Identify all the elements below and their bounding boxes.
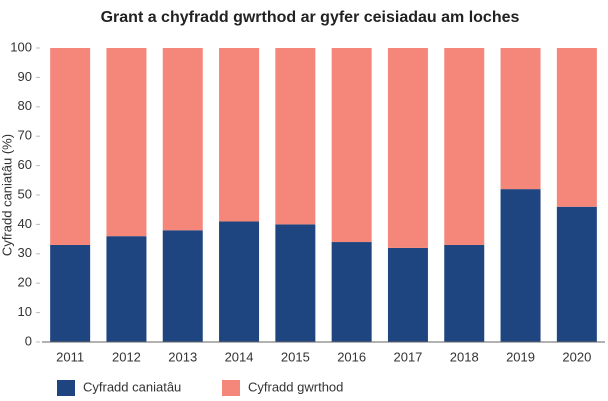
y-tick-label: 60 <box>18 157 32 172</box>
bar-segment <box>444 48 485 245</box>
chart-title: Grant a chyfradd gwrthod ar gyfer ceisia… <box>101 9 520 26</box>
x-tick-label: 2016 <box>337 349 366 364</box>
bar-segment <box>106 236 147 342</box>
y-tick-label: 10 <box>18 304 32 319</box>
x-tick-label: 2019 <box>506 349 535 364</box>
bar-segment <box>219 221 260 342</box>
bar-segment <box>50 244 91 342</box>
legend-label: Cyfradd caniatâu <box>83 379 181 394</box>
bar-segment <box>331 48 372 243</box>
bar-segment <box>556 48 597 207</box>
bar-segment <box>444 244 485 342</box>
bar-segment <box>500 48 541 190</box>
bar-segment <box>556 206 597 342</box>
y-tick-label: 50 <box>18 186 32 201</box>
x-tick-label: 2017 <box>393 349 422 364</box>
y-tick-label: 70 <box>18 128 32 143</box>
bar-segment <box>275 48 316 225</box>
bar-segment <box>50 48 91 245</box>
x-tick-label: 2013 <box>168 349 197 364</box>
x-tick-label: 2012 <box>112 349 141 364</box>
x-tick-label: 2014 <box>225 349 254 364</box>
bar-segment <box>500 189 541 342</box>
y-tick-label: 90 <box>18 69 32 84</box>
bar-segment <box>331 242 372 342</box>
legend-label: Cyfradd gwrthod <box>248 379 343 394</box>
x-tick-label: 2020 <box>562 349 591 364</box>
bar-segment <box>219 48 260 222</box>
y-tick-label: 20 <box>18 275 32 290</box>
bar-segment <box>106 48 147 237</box>
y-axis-label: Cyfradd caniatâu (%) <box>0 134 14 256</box>
x-tick-label: 2015 <box>281 349 310 364</box>
x-tick-label: 2018 <box>450 349 479 364</box>
y-tick-label: 100 <box>10 39 32 54</box>
x-tick-label: 2011 <box>56 349 84 364</box>
bar-segment <box>162 230 203 342</box>
bar-segment <box>387 247 428 342</box>
y-tick-label: 0 <box>25 333 32 348</box>
bar-segment <box>162 48 203 231</box>
y-tick-label: 40 <box>18 216 32 231</box>
y-tick-label: 30 <box>18 245 32 260</box>
bar-segment <box>275 224 316 342</box>
legend-swatch <box>57 380 75 396</box>
legend-swatch <box>222 380 240 396</box>
bar-segment <box>387 48 428 248</box>
y-tick-label: 80 <box>18 98 32 113</box>
